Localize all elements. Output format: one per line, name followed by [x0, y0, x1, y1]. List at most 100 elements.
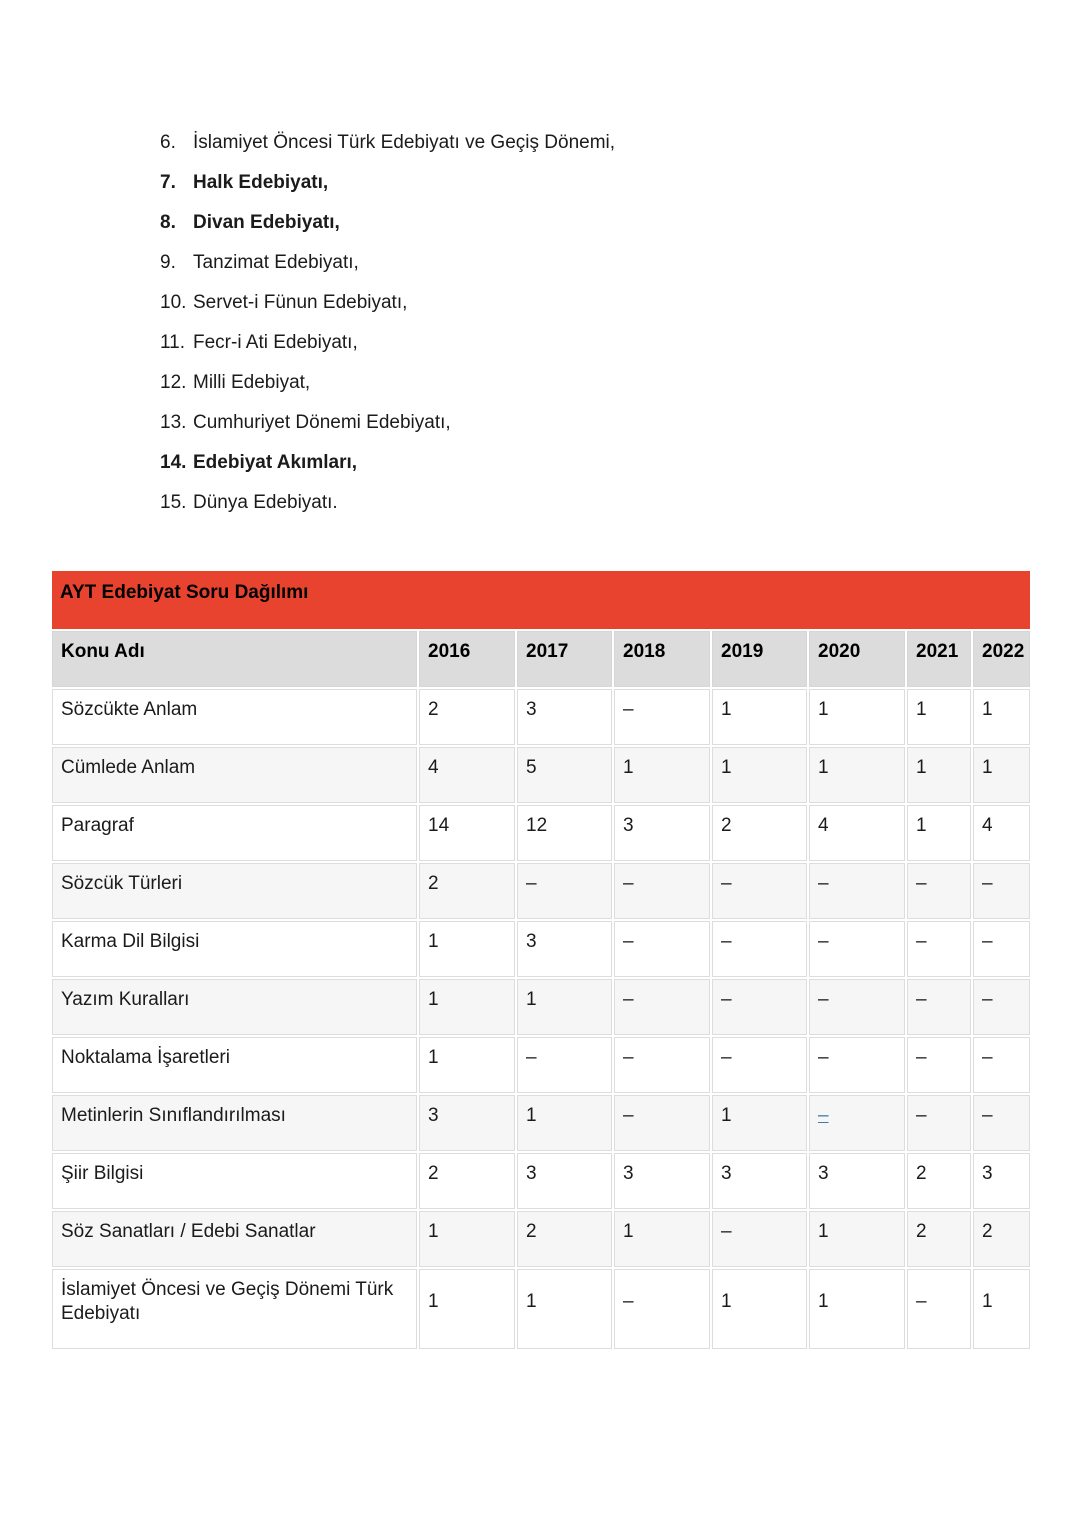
table-row: Paragraf 14 12 3 2 4 1 4 [52, 805, 1031, 861]
topic-list-item-text: Edebiyat Akımları, [193, 452, 358, 473]
topic-list-item: 8. Divan Edebiyatı, [160, 211, 1080, 251]
column-header-year: 2020 [809, 631, 905, 687]
value-cell: – [973, 979, 1031, 1035]
value-cell: 3 [614, 1153, 710, 1209]
topic-list-item-number: 14. [160, 452, 187, 473]
value-cell: 2 [712, 805, 807, 861]
topic-list-item-number: 15. [160, 492, 187, 513]
value-cell: – [973, 1095, 1031, 1151]
dash-link[interactable]: – [818, 1105, 829, 1126]
topic-list-item-text: Divan Edebiyatı, [193, 212, 340, 233]
value-cell: – [614, 1037, 710, 1093]
value-cell: 1 [614, 1211, 710, 1267]
topic-list-item: 6. İslamiyet Öncesi Türk Edebiyatı ve Geç… [160, 131, 1080, 171]
value-cell: 1 [907, 805, 971, 861]
value-cell: – [973, 863, 1031, 919]
table-row: Sözcükte Anlam 2 3–1 1 1 1 [52, 689, 1031, 745]
topic-list-item-number: 12. [160, 372, 187, 393]
value-cell: – [712, 863, 807, 919]
value-cell: 1 [973, 689, 1031, 745]
topic-cell: Noktalama İşaretleri [52, 1037, 417, 1093]
value-cell: 2 [419, 863, 515, 919]
value-cell: 3 [419, 1095, 515, 1151]
value-cell: 1 [809, 689, 905, 745]
topic-list-item-text: Fecr-i Ati Edebiyatı, [193, 332, 358, 353]
topic-cell: Karma Dil Bilgisi [52, 921, 417, 977]
value-cell: 1 [712, 747, 807, 803]
topic-list-item-text: Halk Edebiyatı, [193, 172, 329, 193]
table-row: İslamiyet Öncesi ve Geçiş Dönemi Türk Ed… [52, 1269, 1031, 1349]
value-cell: – [809, 863, 905, 919]
topic-list-item-text: İslamiyet Öncesi Türk Edebiyatı ve Geçiş… [193, 132, 616, 153]
value-cell: – [809, 979, 905, 1035]
table-row: Şiir Bilgisi 2 3 3 3 3 2 3 [52, 1153, 1031, 1209]
value-cell: – [907, 1269, 971, 1349]
table-row: Sözcük Türleri 2– – – – – – [52, 863, 1031, 919]
table-row: Yazım Kuralları 1 1– – – – – [52, 979, 1031, 1035]
value-cell: 12 [517, 805, 612, 861]
value-cell: – [907, 1095, 971, 1151]
column-header-year: 2018 [614, 631, 710, 687]
value-cell: 2 [419, 689, 515, 745]
value-cell: 1 [907, 689, 971, 745]
value-cell: – [614, 689, 710, 745]
topic-cell: Sözcükte Anlam [52, 689, 417, 745]
value-cell: – [712, 979, 807, 1035]
column-header-year: 2022 [973, 631, 1031, 687]
topic-list-item: 7. Halk Edebiyatı, [160, 171, 1080, 211]
value-cell: 1 [419, 921, 515, 977]
value-cell: – [973, 921, 1031, 977]
topic-list-item-text: Dünya Edebiyatı. [193, 492, 338, 513]
value-cell: 2 [907, 1211, 971, 1267]
value-cell: – [712, 1037, 807, 1093]
table-row: Söz Sanatları / Edebi Sanatlar 1 2 1–1 2 2 [52, 1211, 1031, 1267]
table-head: AYT Edebiyat Soru Dağılımı Konu Adı 2016 2… [52, 571, 1031, 687]
value-cell: 4 [419, 747, 515, 803]
value-cell: 2 [907, 1153, 971, 1209]
value-cell: 4 [973, 805, 1031, 861]
value-cell: 1 [712, 1269, 807, 1349]
table-row: Cümlede Anlam 4 5 1 1 1 1 1 [52, 747, 1031, 803]
value-cell: 1 [809, 1211, 905, 1267]
topic-list-item: 11. Fecr-i Ati Edebiyatı, [160, 331, 1080, 371]
topic-cell: Söz Sanatları / Edebi Sanatlar [52, 1211, 417, 1267]
table-body: Sözcükte Anlam 2 3–1 1 1 1 Cümlede Anlam 4 5 1 1 1 1… [52, 689, 1031, 1349]
topic-list-item-number: 10. [160, 292, 187, 313]
value-cell: 3 [517, 921, 612, 977]
ayt-table-section: AYT Edebiyat Soru Dağılımı Konu Adı 2016 2… [50, 569, 1031, 1351]
value-cell: – [907, 921, 971, 977]
topic-cell: Şiir Bilgisi [52, 1153, 417, 1209]
topic-list-item-number: 6. [160, 132, 176, 153]
value-cell: – [712, 1211, 807, 1267]
table-row: Metinlerin Sınıflandırılması 3 1–1– – – [52, 1095, 1031, 1151]
literature-topic-list: 6. İslamiyet Öncesi Türk Edebiyatı ve Geç… [0, 0, 1080, 531]
value-cell: 1 [419, 1211, 515, 1267]
value-cell: 5 [517, 747, 612, 803]
topic-list-item-number: 8. [160, 212, 176, 233]
column-header-year: 2016 [419, 631, 515, 687]
value-cell: 3 [973, 1153, 1031, 1209]
value-cell: 1 [907, 747, 971, 803]
topic-list-item-text: Cumhuriyet Dönemi Edebiyatı, [193, 412, 451, 433]
value-cell: – [809, 1037, 905, 1093]
value-cell: – [614, 921, 710, 977]
value-cell: 1 [712, 689, 807, 745]
value-cell: 3 [517, 689, 612, 745]
topic-cell: Paragraf [52, 805, 417, 861]
value-cell: – [907, 979, 971, 1035]
value-cell: – [517, 863, 612, 919]
table-row: Noktalama İşaretleri 1– – – – – – [52, 1037, 1031, 1093]
value-cell: – [614, 863, 710, 919]
topic-list-item-text: Servet-i Fünun Edebiyatı, [193, 292, 408, 313]
value-cell: 3 [614, 805, 710, 861]
value-cell: 1 [517, 979, 612, 1035]
table-title-row: AYT Edebiyat Soru Dağılımı [52, 571, 1031, 629]
value-cell: – [614, 1269, 710, 1349]
value-cell: 1 [419, 1269, 515, 1349]
topic-list-item: 9. Tanzimat Edebiyatı, [160, 251, 1080, 291]
value-cell: – [614, 1095, 710, 1151]
topic-list-item: 12. Milli Edebiyat, [160, 371, 1080, 411]
topic-list-item: 15. Dünya Edebiyatı. [160, 491, 1080, 531]
value-cell: 1 [419, 979, 515, 1035]
column-header-year: 2019 [712, 631, 807, 687]
